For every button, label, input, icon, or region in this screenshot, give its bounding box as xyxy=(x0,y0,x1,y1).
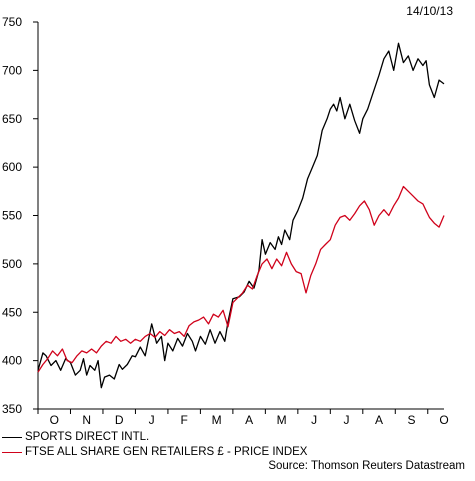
axes: 350 400 450 500 550 600 650 700 750 O N D J F M A M J J A S O xyxy=(2,15,449,427)
y-tick-label: 700 xyxy=(2,63,22,77)
x-tick-label: F xyxy=(180,413,187,427)
x-tick-label: A xyxy=(375,413,383,427)
x-tick-label: M xyxy=(277,413,287,427)
legend-label-1: FTSE ALL SHARE GEN RETAILERS £ - PRICE I… xyxy=(25,446,308,458)
y-tick-label: 750 xyxy=(2,15,22,29)
source-note: Source: Thomson Reuters Datastream xyxy=(268,460,465,472)
x-tick-label: N xyxy=(82,413,91,427)
series-layer xyxy=(37,42,445,389)
y-tick-label: 600 xyxy=(2,160,22,174)
legend-item-0: SPORTS DIRECT INTL. xyxy=(2,430,307,445)
y-tick-label: 350 xyxy=(2,402,22,416)
x-tick-label: D xyxy=(115,413,124,427)
y-tick-label: 450 xyxy=(2,305,22,319)
legend-item-1: FTSE ALL SHARE GEN RETAILERS £ - PRICE I… xyxy=(2,445,307,460)
legend: SPORTS DIRECT INTL. FTSE ALL SHARE GEN R… xyxy=(2,430,307,460)
legend-label-0: SPORTS DIRECT INTL. xyxy=(25,431,150,443)
x-tick-label: O xyxy=(50,413,59,427)
legend-swatch-1 xyxy=(2,452,22,453)
x-tick-label: J xyxy=(311,413,317,427)
x-tick-label: A xyxy=(245,413,253,427)
date-label: 14/10/13 xyxy=(406,4,453,18)
series-line-1 xyxy=(37,185,445,373)
series-line-0 xyxy=(37,42,445,389)
x-tick-label: S xyxy=(408,413,416,427)
y-tick-label: 550 xyxy=(2,209,22,223)
y-tick-label: 650 xyxy=(2,112,22,126)
y-tick-label: 400 xyxy=(2,354,22,368)
legend-swatch-0 xyxy=(2,437,22,438)
x-tick-label: M xyxy=(212,413,222,427)
x-tick-label: O xyxy=(439,413,448,427)
y-tick-label: 500 xyxy=(2,257,22,271)
x-tick-label: J xyxy=(344,413,350,427)
x-tick-label: J xyxy=(149,413,155,427)
